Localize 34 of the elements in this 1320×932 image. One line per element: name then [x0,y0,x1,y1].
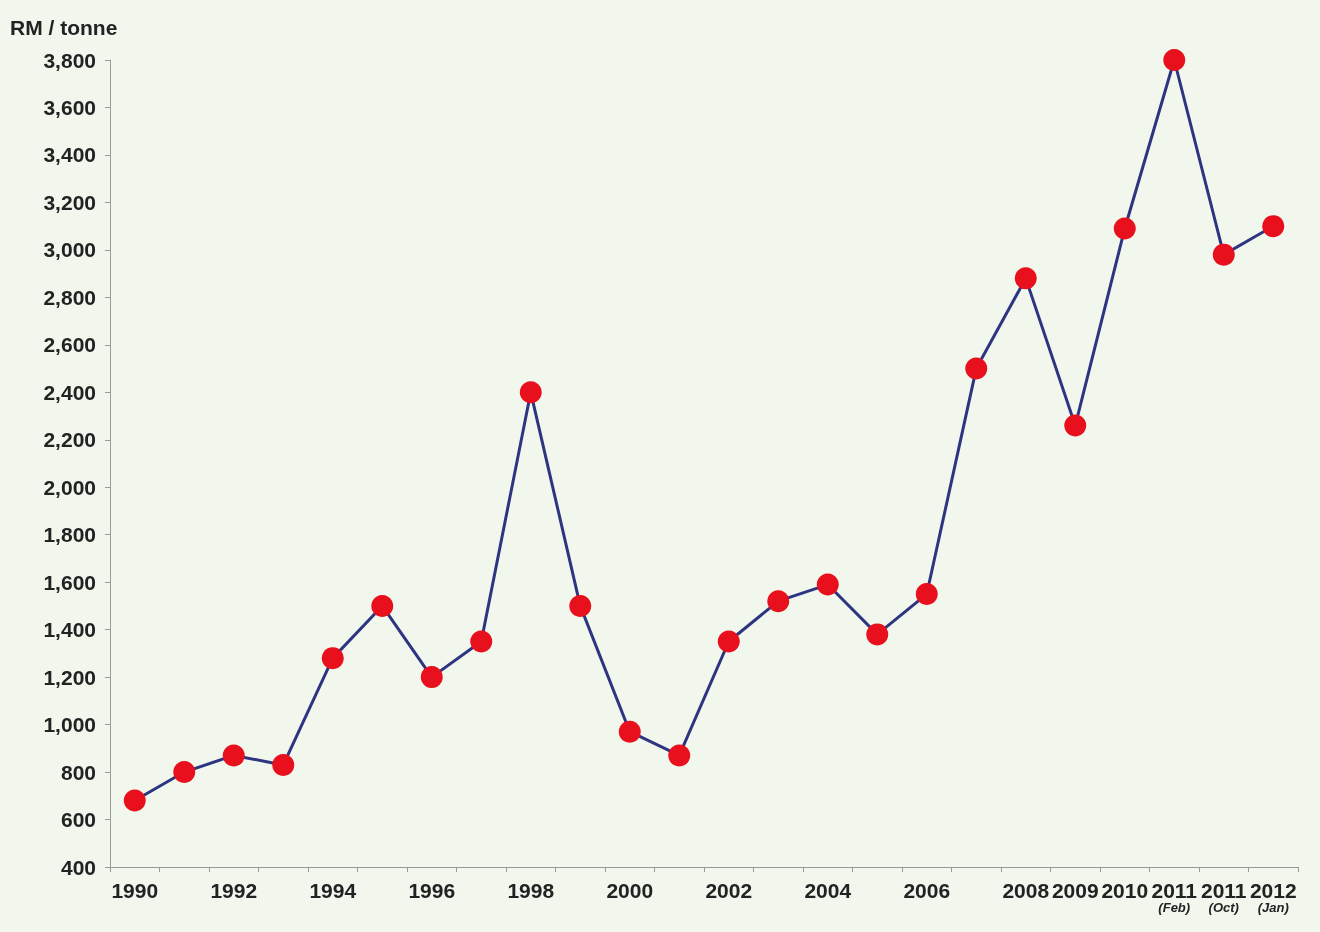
x-tick-label: 2006 [903,878,951,902]
y-axis-title: RM / tonne [10,16,118,39]
y-tick-label: 3,000 [43,238,96,262]
y-tick-label: 1,600 [43,570,96,594]
x-tick-label: 1998 [507,878,555,902]
x-tick-label: 2004 [804,878,852,902]
y-tick-label: 1,400 [43,618,96,642]
y-tick-label: 3,600 [43,95,96,119]
x-tick-label: 2011 (Oct) [1200,878,1247,915]
x-tick-label: 2012 (Jan) [1249,878,1297,915]
y-tick-label: 3,400 [43,143,96,167]
x-tick-label: 2008 [1002,878,1050,902]
y-tick-label: 3,200 [43,190,96,214]
x-tick-label: 1994 [309,878,357,902]
x-tick-label: 2010 [1101,878,1149,902]
y-tick-label: 3,800 [43,48,96,72]
y-tick-label: 600 [60,808,96,832]
x-tick-label: 2009 [1051,878,1099,902]
y-tick-label: 800 [60,760,96,784]
y-tick-label: 2,800 [43,285,96,309]
y-tick-label: 2,000 [43,475,96,499]
x-tick-label: 1992 [210,878,258,902]
y-tick-label: 400 [60,855,96,879]
x-tick-label: 1996 [408,878,456,902]
x-tick-label: 2002 [705,878,753,902]
x-tick-label: 2011 (Feb) [1151,878,1198,915]
y-tick-label: 2,200 [43,428,96,452]
y-tick-label: 1,200 [43,665,96,689]
x-tick-label: 1990 [111,878,159,902]
x-tick-label: 2000 [606,878,654,902]
y-tick-label: 1,000 [43,713,96,737]
y-tick-label: 2,400 [43,380,96,404]
y-tick-label: 2,600 [43,333,96,357]
y-tick-label: 1,800 [43,523,96,547]
